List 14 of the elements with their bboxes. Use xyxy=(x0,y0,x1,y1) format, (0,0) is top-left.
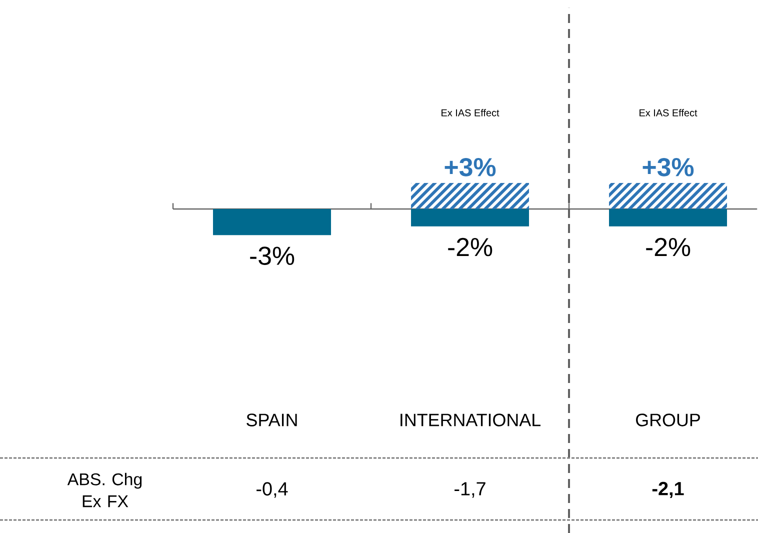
text: -0,4 xyxy=(256,482,288,498)
x-tick-label: GROUP xyxy=(636,414,700,426)
text: -1,7 xyxy=(454,482,486,498)
data-label: +3% xyxy=(444,158,496,176)
data-label: -2% xyxy=(646,238,690,256)
data-label: -3% xyxy=(250,246,294,265)
data-label: -2% xyxy=(448,238,492,256)
data-label: +3% xyxy=(642,158,694,176)
x-tick-label: INTERNATIONAL xyxy=(400,414,540,426)
text: Ex IAS Effect xyxy=(640,109,698,116)
text: Ex IAS Effect xyxy=(442,109,500,116)
x-tick-label: SPAIN xyxy=(246,414,297,426)
text: ABS. Chg Ex FX xyxy=(67,472,142,508)
text: -2,1 xyxy=(652,482,684,498)
